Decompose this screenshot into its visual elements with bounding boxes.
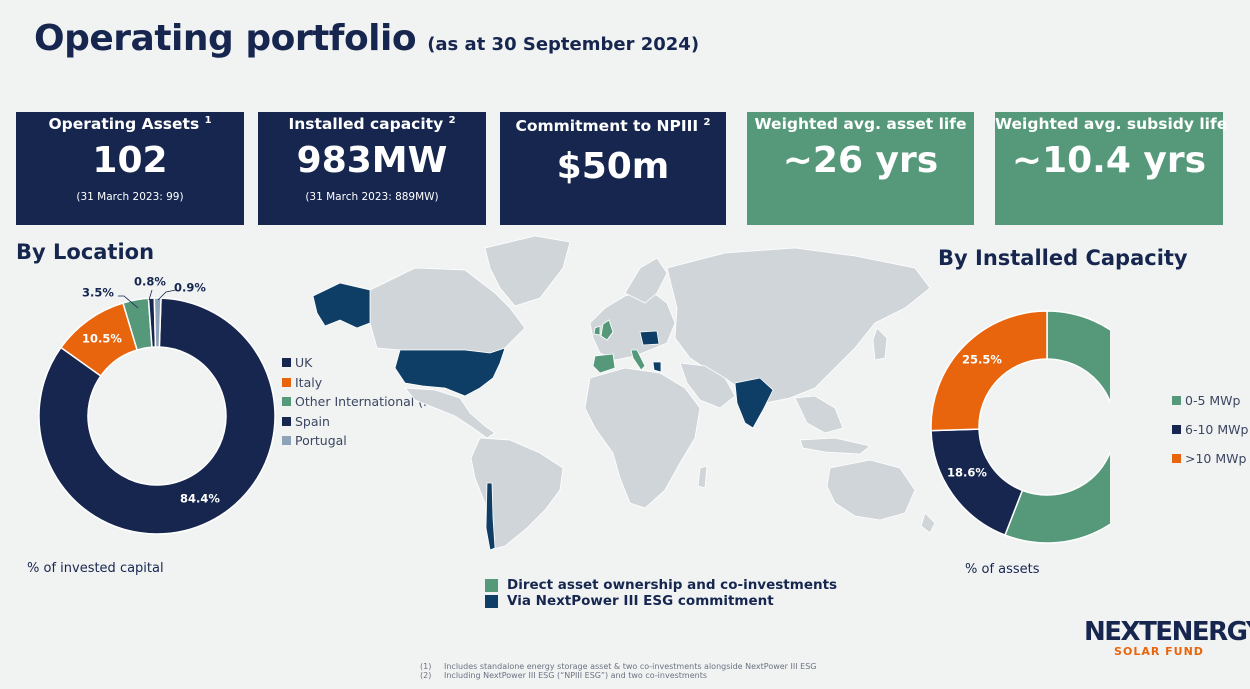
- map-india: [734, 377, 774, 429]
- capacity-caption: % of assets: [965, 562, 1040, 577]
- map-chile: [485, 482, 496, 551]
- slice-label: 0.9%: [174, 281, 206, 295]
- kpi-asset-life: Weighted avg. asset life ~26 yrs: [747, 112, 974, 225]
- legend-item: Portugal: [282, 433, 347, 448]
- legend-swatch: [282, 436, 291, 445]
- location-chart-title: By Location: [16, 240, 155, 264]
- slice-label: 0.8%: [134, 275, 166, 289]
- page-title: Operating portfolio (as at 30 September …: [34, 18, 699, 59]
- slice-label: 3.5%: [82, 286, 114, 300]
- legend-label: 6-10 MWp: [1185, 422, 1249, 437]
- legend-item: 0-5 MWp: [1172, 393, 1240, 408]
- legend-label: Portugal: [295, 433, 347, 448]
- legend-item: >10 MWp: [1172, 451, 1246, 466]
- legend-label: 0-5 MWp: [1185, 393, 1241, 408]
- legend-swatch: [1172, 454, 1181, 463]
- legend-swatch: [485, 594, 498, 608]
- map-legend-npiii: Via NextPower III ESG commitment: [485, 593, 774, 609]
- capacity-chart-title: By Installed Capacity: [938, 246, 1188, 270]
- map-italy: [630, 349, 646, 371]
- legend-swatch: [1172, 396, 1181, 405]
- leader-line: [148, 289, 153, 301]
- legend-label: >10 MWp: [1185, 451, 1247, 466]
- page-subtitle: (as at 30 September 2024): [427, 34, 700, 55]
- map-legend-direct: Direct asset ownership and co-investment…: [485, 577, 837, 593]
- kpi-note: (31 March 2023: 889MW): [305, 191, 439, 204]
- legend-label: UK: [295, 355, 313, 370]
- kpi-label: Weighted avg. subsidy life: [995, 115, 1228, 133]
- slice-portugal: [153, 297, 162, 348]
- mexico: [404, 387, 496, 439]
- slice-uk: [38, 297, 276, 535]
- legend-label: Italy: [295, 374, 323, 390]
- kpi-value: $50m: [556, 146, 670, 188]
- page-title-main: Operating portfolio: [34, 18, 417, 59]
- map-greece: [652, 361, 662, 373]
- south-america: [470, 437, 564, 551]
- japan: [872, 327, 888, 361]
- kpi-operating-assets: Operating Assets 1 102 (31 March 2023: 9…: [16, 112, 244, 225]
- kpi-label: Operating Assets 1: [48, 115, 212, 134]
- kpi-label: Installed capacity 2: [288, 115, 456, 134]
- legend-item: UK: [282, 355, 312, 370]
- africa: [584, 367, 701, 509]
- slice-label: 10.5%: [82, 332, 122, 346]
- map-alaska: [312, 282, 371, 329]
- slice--10-mwp: [930, 310, 1048, 432]
- legend-swatch: [1172, 425, 1181, 434]
- kpi-label: Commitment to NPIII 2: [515, 117, 711, 136]
- middle-east: [679, 362, 736, 409]
- greenland: [484, 235, 571, 307]
- kpi-label: Weighted avg. asset life: [754, 115, 967, 133]
- legend-item: 6-10 MWp: [1172, 422, 1248, 437]
- australia: [826, 459, 916, 521]
- map-iberia: [592, 353, 616, 374]
- footnote-2: (2) Including NextPower III ESG (“NPIII E…: [420, 671, 708, 680]
- kpi-value: ~26 yrs: [782, 140, 939, 181]
- location-caption: % of invested capital: [27, 561, 164, 576]
- legend-swatch: [282, 416, 291, 426]
- legend-swatch: [485, 578, 498, 592]
- asia: [666, 247, 931, 404]
- map-usa: [394, 347, 506, 397]
- legend-label: Spain: [295, 413, 330, 429]
- southeast-asia: [794, 395, 844, 434]
- legend-swatch: [282, 377, 291, 387]
- nextenergy-logo: NEXTENERGY SOLAR FUND: [1084, 617, 1250, 658]
- legend-item: Italy: [282, 375, 322, 390]
- kpi-value: 102: [92, 140, 168, 182]
- kpi-installed-capacity: Installed capacity 2 983MW (31 March 202…: [258, 112, 486, 225]
- kpi-note: (31 March 2023: 99): [76, 191, 184, 204]
- scandinavia: [624, 257, 668, 304]
- kpi-subsidy-life: Weighted avg. subsidy life ~10.4 yrs: [995, 112, 1228, 225]
- map-poland: [639, 330, 660, 346]
- leader-line: [157, 289, 177, 301]
- kpi-commitment-npiii: Commitment to NPIII 2 $50m: [500, 112, 726, 225]
- logo-line-2: SOLAR FUND: [1114, 645, 1204, 658]
- legend-swatch: [282, 397, 291, 406]
- leader-line: [118, 295, 139, 309]
- slice-label: 84.4%: [180, 492, 220, 506]
- location-donut-chart: 84.4% 10.5% 3.5% 0.8% 0.9%: [38, 275, 276, 535]
- legend-swatch: [282, 358, 291, 367]
- indonesia: [799, 437, 871, 455]
- slice-0-5-mwp: [1004, 310, 1110, 544]
- slice-label: 18.6%: [947, 466, 987, 480]
- madagascar: [697, 465, 708, 489]
- map-ireland: [593, 325, 601, 336]
- capacity-donut-chart: 55.9%18.6%25.5%: [930, 310, 1110, 544]
- kpi-value: ~10.4 yrs: [1011, 140, 1207, 181]
- legend-item: Spain: [282, 414, 330, 429]
- slice-label: 25.5%: [962, 353, 1002, 367]
- logo-line-1: NEXTENERGY: [1084, 617, 1250, 647]
- kpi-value: 983MW: [296, 140, 448, 182]
- map-uk: [600, 319, 614, 341]
- world-map: [312, 235, 936, 551]
- new-zealand: [920, 512, 936, 534]
- footnote-1: (1) Includes standalone energy storage as…: [420, 662, 817, 671]
